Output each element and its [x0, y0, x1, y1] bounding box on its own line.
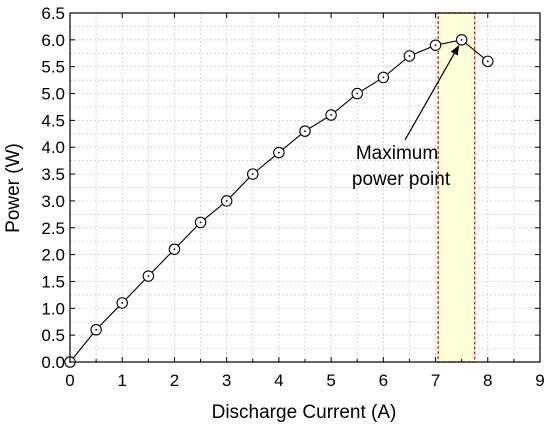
data-point-center [277, 151, 280, 154]
y-tick-label: 4.0 [41, 138, 65, 157]
annotation-arrow [404, 44, 460, 141]
data-point-center [95, 328, 98, 331]
y-tick-label: 5.5 [41, 58, 65, 77]
y-tick-label: 5.0 [41, 85, 65, 104]
x-tick-label: 3 [222, 371, 231, 390]
annotation-line-1: Maximum [356, 143, 438, 164]
data-point-center [304, 130, 306, 133]
x-tick-label: 0 [65, 371, 74, 390]
data-point-center [251, 173, 254, 175]
y-tick-label: 6.5 [41, 4, 65, 23]
y-tick-label: 1.5 [41, 272, 65, 291]
data-point-center [434, 44, 437, 47]
x-tick-label: 7 [431, 371, 440, 390]
y-tick-label: 0.5 [41, 326, 65, 345]
x-tick-label: 2 [170, 371, 179, 390]
y-tick-label: 3.0 [41, 192, 65, 211]
annotation-line-2: power point [352, 169, 451, 190]
x-tick-label: 6 [379, 371, 388, 390]
data-point-center [225, 200, 228, 202]
series-group [64, 34, 494, 368]
data-point-center [486, 60, 489, 63]
data-point-center [147, 275, 150, 277]
data-point-center [121, 302, 124, 304]
data-point-center [408, 55, 411, 57]
x-tick-label: 5 [326, 371, 335, 390]
data-point-center [173, 248, 176, 251]
y-axis-title: Power (W) [3, 143, 24, 233]
data-point-center [460, 38, 463, 41]
data-point-center [356, 92, 359, 95]
ticks: 0 1 2 3 4 5 6 7 8 9 0.0 0.5 1.0 1.5 2.0 2.5 3.0 3.5 4.0 4.5… [41, 4, 544, 390]
y-tick-label: 3.5 [41, 165, 65, 184]
x-tick-label: 1 [117, 371, 126, 390]
max-power-annotation: Maximum power point [352, 44, 460, 190]
y-tick-label: 1.0 [41, 299, 65, 318]
data-point-center [330, 114, 333, 116]
y-tick-label: 0.0 [41, 353, 65, 372]
x-tick-label: 9 [535, 371, 544, 390]
data-point-center [382, 76, 385, 79]
y-tick-label: 4.5 [41, 111, 65, 130]
data-point-center [199, 221, 202, 224]
x-tick-label: 8 [483, 371, 492, 390]
y-tick-label: 2.5 [41, 219, 65, 238]
y-tick-label: 2.0 [41, 246, 65, 265]
y-tick-label: 6.0 [41, 31, 65, 50]
x-axis-title: Discharge Current (A) [212, 402, 397, 423]
x-tick-label: 4 [274, 371, 283, 390]
